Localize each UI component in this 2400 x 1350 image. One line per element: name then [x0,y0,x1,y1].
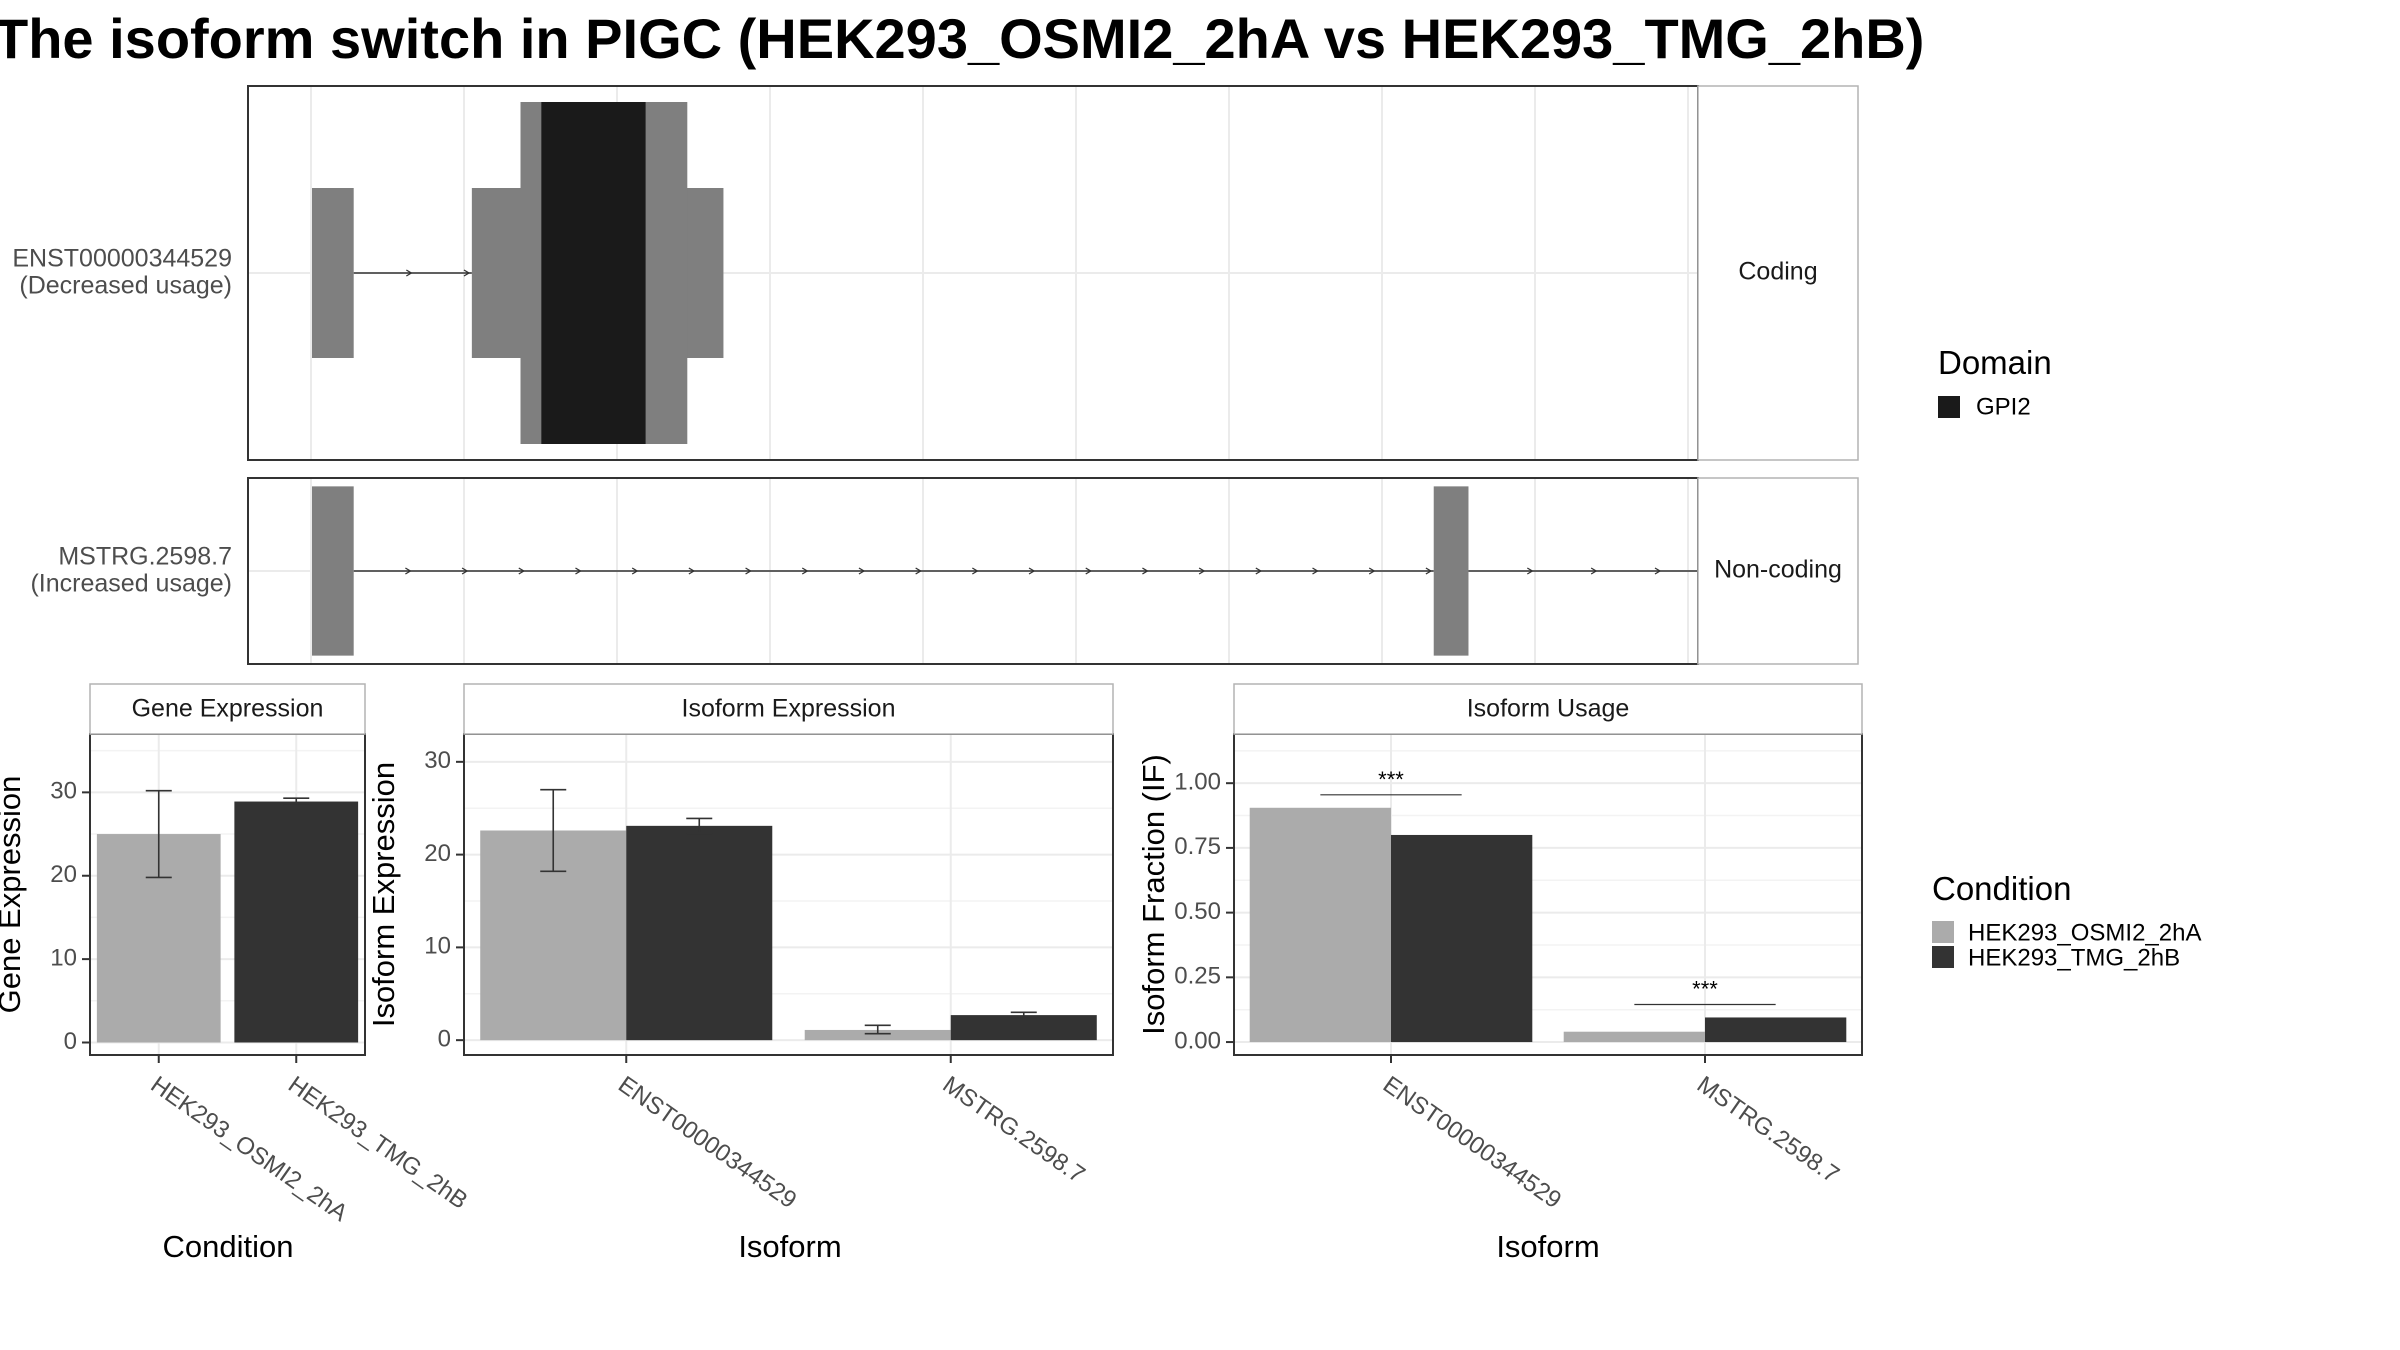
exon [312,486,354,656]
chart-strip [89,683,366,735]
significance-label: *** [1378,767,1404,792]
domain-legend: Domain GPI2 [1938,344,2052,420]
figure-title: The isoform switch in PIGC (HEK293_OSMI2… [0,7,1924,70]
intron-arrow [1654,567,1662,575]
intron-arrow [1142,567,1149,575]
chart-strip [1233,683,1863,735]
intron-arrow [1526,567,1534,575]
transcript-label: MSTRG.2598.7 [58,543,232,571]
y-tick-label: 1.00 [1174,769,1221,796]
facet-strip-label: Non-coding [1714,556,1842,584]
intron-arrow [1590,567,1598,575]
y-tick-label: 0.75 [1174,833,1221,860]
condition-legend-swatch [1932,946,1954,968]
intron-arrow [1085,567,1092,575]
domain-legend-swatch [1938,396,1960,418]
bar-MSTRG.2598.7-HEK293_TMG_2hB [950,1015,1097,1041]
intron-arrow [858,567,866,575]
chart-title: Gene Expression [132,695,324,723]
y-tick-label: 0.00 [1174,1027,1221,1054]
y-tick-label: 0 [64,1028,77,1055]
intron-arrow [631,567,639,575]
condition-legend-title: Condition [1932,870,2071,907]
exon [1433,486,1469,656]
bar-ENST00000344529-HEK293_OSMI2_2hA [1249,807,1391,1043]
condition-legend-swatch [1932,921,1954,943]
transcript-usage-label: (Increased usage) [30,570,232,598]
intron-arrow [461,567,469,575]
y-tick-label: 0.50 [1174,898,1221,925]
facet-strip-label: Coding [1738,258,1817,286]
y-tick-label: 30 [424,747,451,774]
domain-legend-label: GPI2 [1976,393,2031,420]
transcript-structure-plot: Coding ENST00000344529(Decreased usage) No… [12,85,1859,665]
bar-HEK293_TMG_2hB [234,801,359,1043]
intron-arrow [1368,567,1376,575]
condition-legend-label: HEK293_OSMI2_2hA [1968,919,2201,946]
bar-MSTRG.2598.7-HEK293_OSMI2_2hA [804,1029,951,1041]
y-axis-title: Isoform Fraction (IF) [1136,754,1171,1035]
x-axis-title: Condition [163,1229,294,1264]
intron-arrow [463,269,471,277]
intron-arrow [688,567,696,575]
x-tick-label: MSTRG.2598.7 [1692,1071,1844,1189]
domain-legend-title: Domain [1938,344,2052,381]
facet-strip [1697,477,1859,665]
intron-arrow [1255,567,1263,575]
chart-3: *** *** Isoform Usage 0.00 0.25 0.50 0.75 1.00 E… [1136,683,1863,1264]
x-axis-title: Isoform [738,1229,841,1264]
significance-label: *** [1692,977,1718,1002]
y-axis-title: Isoform Expression [366,762,401,1027]
y-tick-label: 20 [424,840,451,867]
intron-arrow [801,567,809,575]
bar-ENST00000344529-HEK293_TMG_2hB [626,825,773,1041]
y-tick-label: 0 [438,1025,451,1052]
intron-arrow [405,269,413,277]
exon [312,188,354,358]
chart-title: Isoform Expression [682,695,896,723]
condition-legend-label: HEK293_TMG_2hB [1968,944,2180,971]
intron-arrow [1312,567,1319,575]
intron-arrow [745,567,752,575]
chart-2: Isoform Expression 0 10 20 30 ENST00000344529… [366,683,1114,1264]
x-axis-title: Isoform [1496,1229,1599,1264]
bar-MSTRG.2598.7-HEK293_TMG_2hB [1705,1017,1847,1043]
y-tick-label: 20 [50,861,77,888]
y-tick-label: 10 [50,944,77,971]
x-tick-label: ENST00000344529 [1378,1071,1566,1214]
bar-MSTRG.2598.7-HEK293_OSMI2_2hA [1563,1031,1705,1043]
transcript-panel-1: Coding ENST00000344529(Decreased usage) [12,85,1859,461]
domain-gpi2 [541,102,646,444]
y-tick-label: 30 [50,778,77,805]
transcript-label: ENST00000344529 [12,245,232,273]
chart-1: Gene Expression0102030HEK293_OSMI2_2hAHE… [0,683,472,1264]
intron-arrow [1198,567,1206,575]
chart-strip [463,683,1114,735]
intron-arrow [405,567,412,575]
intron-arrow [1028,567,1036,575]
intron-arrow [972,567,979,575]
facet-strip [1697,85,1859,461]
x-tick-label: MSTRG.2598.7 [938,1071,1090,1189]
y-tick-label: 0.25 [1174,963,1221,990]
transcript-panel-2: Non-coding MSTRG.2598.7(Increased usage) [30,477,1859,665]
bar-ENST00000344529-HEK293_TMG_2hB [1391,834,1533,1043]
y-axis-title: Gene Expression [0,776,27,1014]
intron-arrow [915,567,922,575]
y-tick-label: 10 [424,933,451,960]
intron-arrow [1425,567,1433,575]
chart-title: Isoform Usage [1467,695,1630,723]
transcript-usage-label: (Decreased usage) [19,272,232,300]
intron-arrow [575,567,582,575]
intron-arrow [518,567,526,575]
expression-bar-charts: Gene Expression0102030HEK293_OSMI2_2hAHE… [0,683,1863,1264]
x-tick-label: ENST00000344529 [613,1071,801,1214]
